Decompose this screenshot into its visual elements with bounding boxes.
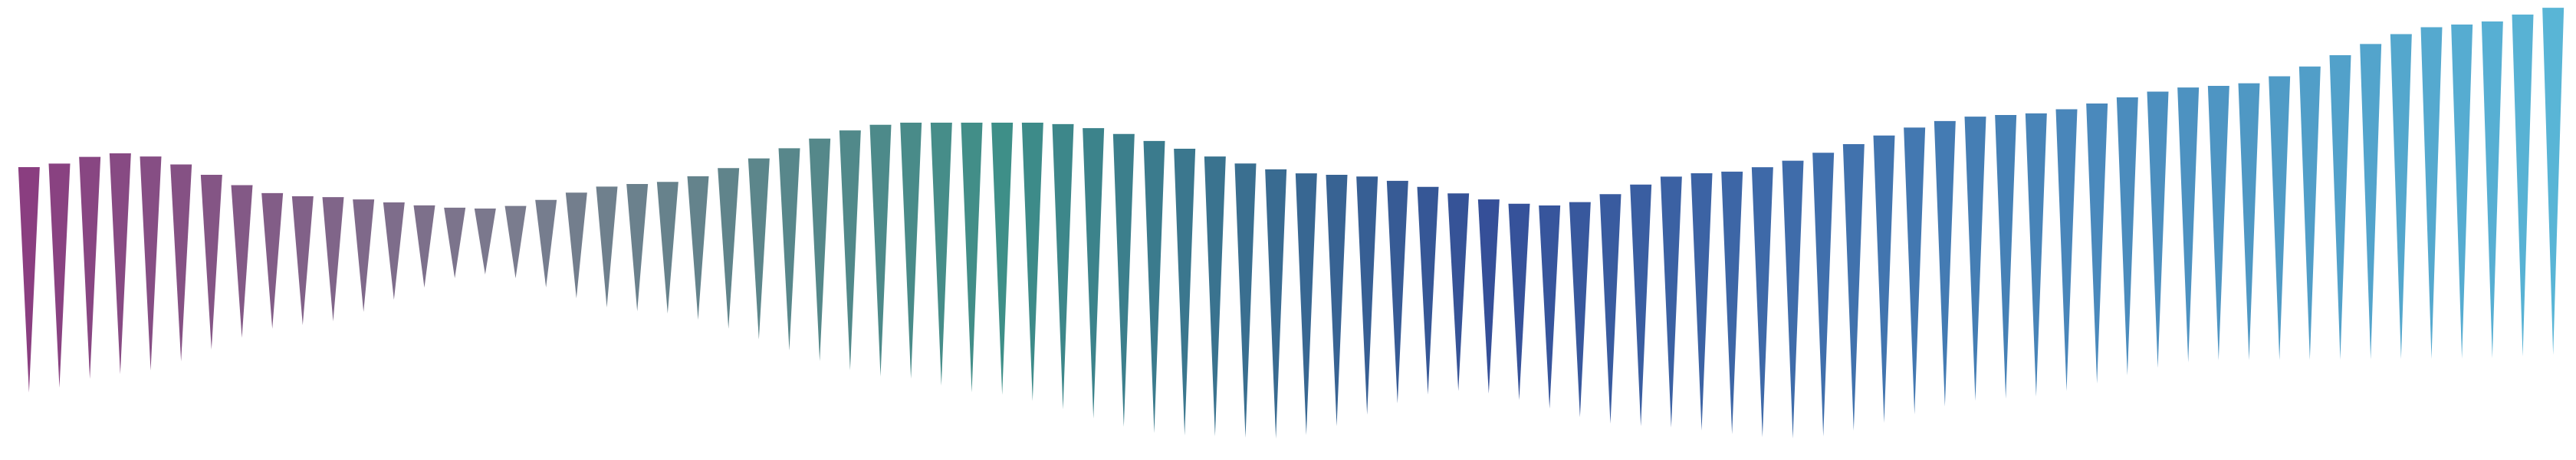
triangle-72 [2177, 87, 2200, 363]
triangle-22 [656, 182, 678, 314]
triangle-44 [1326, 175, 1348, 426]
triangle-17 [504, 205, 527, 278]
triangle-16 [474, 209, 496, 274]
triangle-20 [596, 186, 618, 308]
triangle-79 [2390, 34, 2412, 360]
triangle-3 [79, 156, 101, 380]
triangle-71 [2147, 91, 2169, 368]
triangle-49 [1477, 199, 1500, 394]
triangle-54 [1630, 184, 1652, 426]
triangle-10 [291, 196, 314, 325]
triangle-60 [1812, 153, 1835, 437]
triangle-34 [1021, 123, 1043, 402]
triangle-36 [1083, 128, 1105, 419]
triangle-70 [2116, 97, 2138, 376]
triangle-83 [2512, 15, 2534, 356]
triangle-7 [200, 175, 222, 350]
triangle-78 [2360, 44, 2382, 360]
triangle-65 [1964, 117, 1986, 401]
triangle-82 [2481, 21, 2503, 359]
triangle-74 [2238, 83, 2260, 360]
triangle-42 [1265, 169, 1287, 439]
triangle-14 [413, 205, 435, 288]
triangle-63 [1904, 127, 1926, 415]
triangle-29 [869, 124, 892, 376]
triangle-75 [2269, 76, 2291, 360]
triangle-47 [1417, 186, 1439, 395]
triangle-38 [1143, 140, 1165, 433]
triangle-67 [2025, 113, 2047, 397]
triangle-73 [2207, 86, 2229, 360]
triangle-5 [140, 156, 162, 371]
triangle-39 [1174, 149, 1196, 435]
triangle-23 [687, 176, 709, 320]
triangle-81 [2451, 25, 2473, 359]
triangle-25 [748, 158, 770, 340]
triangle-76 [2298, 66, 2321, 360]
triangle-59 [1782, 160, 1804, 439]
triangle-62 [1873, 135, 1895, 423]
triangle-18 [535, 199, 557, 288]
triangle-64 [1934, 120, 1956, 407]
triangle-77 [2329, 55, 2351, 360]
triangle-24 [718, 168, 740, 329]
triangle-69 [2086, 104, 2108, 384]
triangle-45 [1356, 176, 1378, 415]
triangle-46 [1386, 180, 1408, 404]
triangle-8 [231, 185, 253, 338]
triangle-66 [1995, 115, 2017, 399]
triangle-53 [1599, 194, 1622, 424]
triangle-4 [109, 153, 131, 374]
triangle-1 [18, 167, 40, 393]
triangle-41 [1234, 163, 1257, 438]
triangle-68 [2055, 109, 2078, 392]
triangle-2 [48, 163, 71, 388]
triangle-30 [900, 123, 922, 379]
triangle-32 [961, 123, 983, 393]
triangle-58 [1751, 167, 1773, 438]
triangle-27 [809, 138, 831, 362]
triangle-31 [930, 123, 952, 386]
triangle-80 [2420, 27, 2443, 360]
triangle-6 [170, 164, 192, 362]
triangle-19 [565, 192, 587, 299]
triangle-57 [1721, 171, 1743, 435]
triangle-37 [1112, 133, 1135, 427]
triangle-28 [839, 130, 861, 370]
triangle-40 [1204, 156, 1226, 437]
triangle-15 [444, 207, 466, 278]
triangle-13 [383, 202, 405, 300]
triangle-9 [261, 192, 284, 329]
triangle-51 [1539, 205, 1561, 409]
triangle-52 [1569, 202, 1591, 418]
triangle-35 [1052, 123, 1074, 410]
triangle-55 [1660, 176, 1682, 428]
triangle-43 [1295, 173, 1317, 435]
triangle-84 [2542, 8, 2564, 355]
triangle-50 [1508, 203, 1530, 400]
triangle-26 [778, 148, 800, 351]
triangle-11 [322, 197, 344, 322]
triangle-12 [353, 199, 375, 312]
triangle-21 [626, 184, 649, 311]
triangle-56 [1691, 173, 1713, 431]
triangle-33 [991, 123, 1014, 396]
triangle-48 [1447, 193, 1470, 391]
triangle-61 [1842, 144, 1865, 431]
